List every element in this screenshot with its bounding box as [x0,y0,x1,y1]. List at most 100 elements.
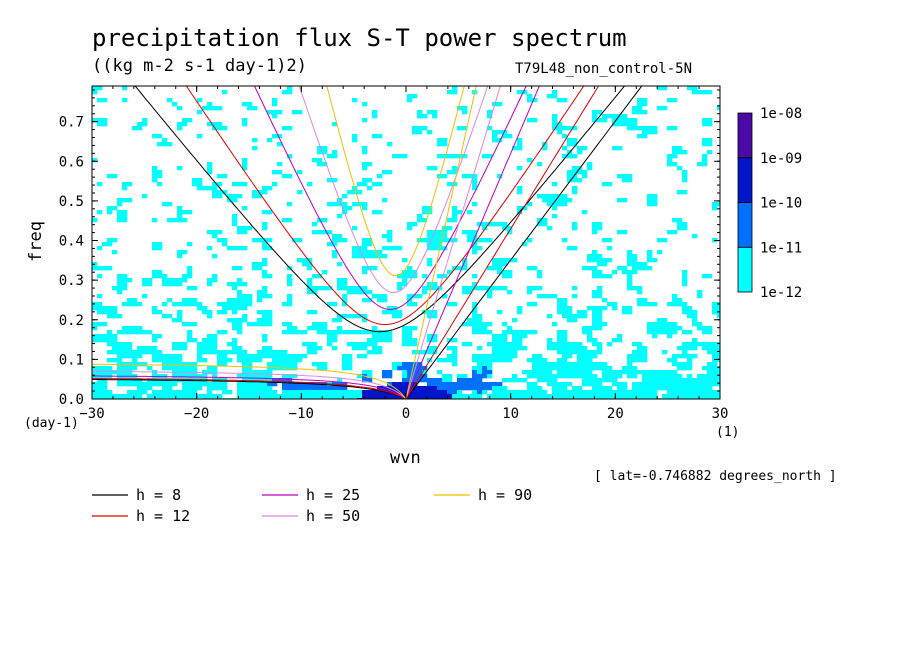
spectrum-cell [187,338,193,343]
spectrum-cell [452,362,458,367]
spectrum-cell [302,262,308,267]
y-tick-label: 0.2 [59,313,84,329]
spectrum-cell [152,170,158,175]
spectrum-cell [407,326,413,331]
spectrum-cell [637,382,643,387]
spectrum-cell [597,310,603,315]
spectrum-cell [272,98,278,103]
spectrum-cell [502,286,508,291]
spectrum-cell [467,174,473,179]
spectrum-cell [317,346,323,351]
spectrum-cell [602,114,608,119]
spectrum-cell [167,218,173,223]
spectrum-cell [472,310,478,315]
spectrum-cell [652,194,658,199]
spectrum-cell [472,326,478,331]
spectrum-cell [407,342,413,347]
spectrum-cell [237,322,243,327]
spectrum-cell [547,226,553,231]
spectrum-cell [252,358,258,363]
spectrum-cell [572,142,578,147]
spectrum-cell [282,386,288,391]
spectrum-cell [252,190,258,195]
spectrum-cell [647,302,653,307]
spectrum-cell [562,382,568,387]
spectrum-cell [227,298,233,303]
spectrum-cell [427,238,433,243]
spectrum-cell [317,390,323,395]
spectrum-cell [412,350,418,355]
spectrum-cell [717,202,720,207]
spectrum-cell [222,390,228,395]
spectrum-cell [257,190,263,195]
spectrum-cell [222,358,228,363]
spectrum-cell [482,374,488,379]
spectrum-cell [232,282,238,287]
spectrum-cell [352,226,358,231]
spectrum-cell [657,238,663,243]
spectrum-cell [582,330,588,335]
spectrum-cell [257,266,263,271]
spectrum-cell [292,358,298,363]
spectrum-cell [497,266,503,271]
spectrum-cell [187,366,193,371]
spectrum-cell [177,250,183,255]
spectrum-cell [207,162,213,167]
spectrum-cell [172,390,178,395]
spectrum-cell [627,370,633,375]
spectrum-cell [217,194,223,199]
spectrum-cell [242,314,248,319]
spectrum-cell [242,206,248,211]
spectrum-cell [592,222,598,227]
spectrum-cell [477,330,483,335]
spectrum-cell [242,302,248,307]
spectrum-cell [712,374,718,379]
spectrum-cell [287,386,293,391]
spectrum-cell [352,390,358,395]
spectrum-cell [477,326,483,331]
spectrum-cell [402,282,408,287]
spectrum-cell [517,306,523,311]
spectrum-cell [257,378,263,383]
spectrum-cell [97,274,103,279]
spectrum-cell [317,286,323,291]
spectrum-cell [592,306,598,311]
spectrum-cell [437,242,443,247]
spectrum-cell [592,258,598,263]
spectrum-cell [442,374,448,379]
spectrum-cell [617,338,623,343]
spectrum-cell [427,166,433,171]
spectrum-cell [582,310,588,315]
spectrum-cell [207,278,213,283]
spectrum-cell [227,390,233,395]
spectrum-cell [287,278,293,283]
spectrum-cell [362,370,368,375]
spectrum-cell [342,302,348,307]
spectrum-cell [202,338,208,343]
spectrum-cell [92,218,98,223]
spectrum-cell [502,378,508,383]
spectrum-cell [387,370,393,375]
spectrum-cell [492,342,498,347]
spectrum-cell [317,330,323,335]
spectrum-cell [97,210,103,215]
spectrum-cell [477,222,483,227]
spectrum-cell [112,310,118,315]
spectrum-cell [672,326,678,331]
spectrum-cell [592,374,598,379]
spectrum-cell [627,358,633,363]
spectrum-cell [162,314,168,319]
spectrum-cell [287,202,293,207]
spectrum-cell [472,322,478,327]
spectrum-cell [672,322,678,327]
spectrum-cell [222,126,228,131]
spectrum-cell [372,210,378,215]
spectrum-cell [212,122,218,127]
spectrum-cell [717,354,720,359]
spectrum-cell [482,238,488,243]
spectrum-cell [117,210,123,215]
spectrum-cell [657,378,663,383]
spectrum-cell [452,354,458,359]
spectrum-cell [682,150,688,155]
spectrum-cell [282,218,288,223]
